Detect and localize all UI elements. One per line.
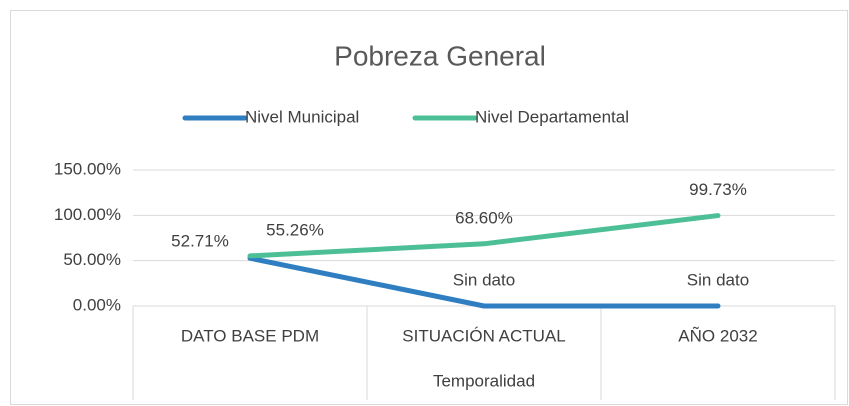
data-label: 55.26% [266,220,324,239]
series-line [247,255,721,309]
y-tick-label: 50.00% [63,250,121,269]
data-label: Sin dato [453,270,515,289]
y-tick-label: 150.00% [54,159,121,178]
data-label: 68.60% [455,208,513,227]
y-tick-label: 100.00% [54,205,121,224]
chart-border [10,10,848,405]
legend-label: Nivel Departamental [475,107,629,126]
series-line [247,213,721,259]
data-label: 52.71% [171,232,229,251]
data-label: 99.73% [689,180,747,199]
x-tick-label: DATO BASE PDM [181,326,319,345]
chart-title: Pobreza General [334,40,546,71]
x-axis-title: Temporalidad [433,371,535,390]
x-tick-label: SITUACIÓN ACTUAL [402,326,565,345]
x-tick-label: AÑO 2032 [678,326,757,345]
y-tick-label: 0.00% [73,295,121,314]
legend-label: Nivel Municipal [245,107,359,126]
data-label: Sin dato [687,270,749,289]
